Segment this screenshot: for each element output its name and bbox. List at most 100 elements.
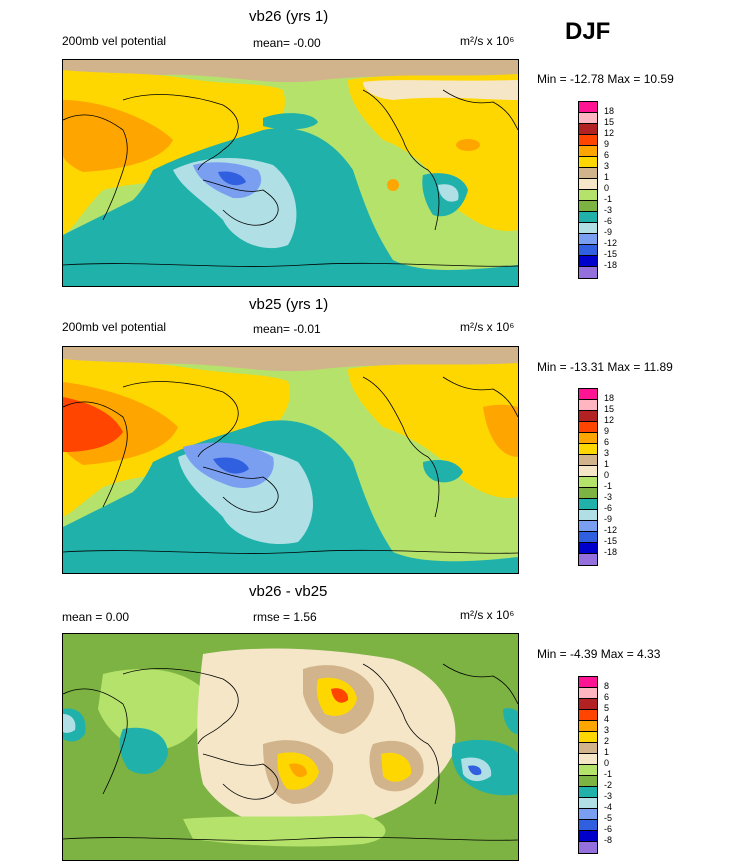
panel2-colorbar-swatches — [578, 388, 598, 566]
panel1-colorbar-swatch — [579, 212, 597, 223]
panel3-colorbar-swatch — [579, 842, 597, 853]
panel1-colorbar-swatch — [579, 157, 597, 168]
panel1-colorbar-swatch — [579, 146, 597, 157]
panel3-colorbar-swatch — [579, 820, 597, 831]
panel3-colorbar-swatch — [579, 776, 597, 787]
panel1-colorbar-swatches — [578, 101, 598, 279]
panel3-left-label: mean = 0.00 — [62, 610, 130, 624]
panel1-colorbar-tick-label: 1 — [604, 172, 610, 182]
panel2-colorbar-swatch — [579, 554, 597, 565]
panel3-colorbar-tick-label: -8 — [604, 835, 613, 845]
panel3-colorbar-tick-label: -5 — [604, 813, 613, 823]
panel1-colorbar-swatch — [579, 102, 597, 113]
panel3-colorbar-swatch — [579, 710, 597, 721]
panel3-colorbar-tick-label: -4 — [604, 802, 613, 812]
panel3-colorbar-tick-label: 0 — [604, 758, 610, 768]
panel1-colorbar-swatch — [579, 201, 597, 212]
panel2-colorbar-ticks: 18 15 12 9 6 3 1 0 -1 -3 -6 -9 -12 -15 -18 — [604, 393, 617, 558]
panel3-colorbar-swatch — [579, 787, 597, 798]
panel2-title: vb25 (yrs 1) — [249, 296, 329, 313]
panel2-colorbar-tick-label: 18 — [604, 393, 615, 403]
panel3-colorbar-swatch — [579, 699, 597, 710]
panel2-colorbar-swatch — [579, 400, 597, 411]
panel2-colorbar-swatch — [579, 444, 597, 455]
panel1-colorbar-tick-label: -6 — [604, 216, 613, 226]
panel3-title: vb26 - vb25 — [249, 583, 328, 600]
panel3-colorbar-tick-label: -6 — [604, 824, 613, 834]
panel3-rmse: rmse = 1.56 — [253, 610, 317, 624]
panel3-colorbar-tick-label: 4 — [604, 714, 610, 724]
panel2-colorbar-tick-label: 0 — [604, 470, 610, 480]
panel2-map — [62, 346, 519, 574]
panel3-colorbar-tick-label: -2 — [604, 780, 613, 790]
panel3-colorbar — [578, 676, 598, 854]
panel2-colorbar-swatch — [579, 521, 597, 532]
panel2-colorbar-tick-label: 6 — [604, 437, 610, 447]
panel2-colorbar-tick-label: 12 — [604, 415, 615, 425]
panel2-colorbar-swatch — [579, 543, 597, 554]
panel2-colorbar-swatch — [579, 488, 597, 499]
panel3-colorbar-swatch — [579, 754, 597, 765]
panel2-colorbar-swatch — [579, 477, 597, 488]
panel1-colorbar-tick-label: -12 — [604, 238, 618, 248]
panel3-minmax: Min = -4.39 Max = 4.33 — [537, 647, 661, 661]
panel2-colorbar-swatch — [579, 510, 597, 521]
panel2-units: m²/s x 10⁶ — [460, 320, 515, 334]
panel3-units: m²/s x 10⁶ — [460, 608, 515, 622]
panel3-colorbar-tick-label: -1 — [604, 769, 613, 779]
panel2-colorbar-tick-label: -12 — [604, 525, 618, 535]
panel1-colorbar-tick-label: -1 — [604, 194, 613, 204]
panel3-colorbar-swatch — [579, 809, 597, 820]
panel1-mean: mean= -0.00 — [253, 36, 321, 50]
panel1-colorbar-swatch — [579, 168, 597, 179]
panel1-colorbar-swatch — [579, 113, 597, 124]
panel1-left-label: 200mb vel potential — [62, 34, 167, 48]
panel1-colorbar-tick-label: -9 — [604, 227, 613, 237]
panel3-map — [62, 633, 519, 861]
panel3-colorbar-swatch — [579, 831, 597, 842]
panel1-units: m²/s x 10⁶ — [460, 34, 515, 48]
panel2-colorbar-tick-label: -18 — [604, 547, 618, 557]
panel2-colorbar — [578, 388, 598, 566]
panel1-colorbar-swatch — [579, 223, 597, 234]
panel2-colorbar-swatch — [579, 455, 597, 466]
panel2-colorbar-swatch — [579, 411, 597, 422]
panel3-colorbar-swatch — [579, 743, 597, 754]
panel3-colorbar-swatch — [579, 677, 597, 688]
panel1-title: vb26 (yrs 1) — [249, 8, 329, 25]
panel1-colorbar-tick-label: 6 — [604, 150, 610, 160]
panel3-colorbar-ticks: 8 6 5 4 3 2 1 0 -1 -2 -3 -4 -5 -6 -8 — [604, 681, 612, 846]
panel1-colorbar-swatch — [579, 256, 597, 267]
panel1-colorbar-tick-label: 9 — [604, 139, 610, 149]
panel2-colorbar-tick-label: 1 — [604, 459, 610, 469]
panel2-colorbar-swatch — [579, 389, 597, 400]
panel1-colorbar-tick-label: -18 — [604, 260, 618, 270]
panel3-colorbar-tick-label: 6 — [604, 692, 610, 702]
panel2-colorbar-tick-label: -9 — [604, 514, 613, 524]
panel1-map — [62, 59, 519, 287]
panel1-colorbar-swatch — [579, 135, 597, 146]
panel3-colorbar-tick-label: -3 — [604, 791, 613, 801]
panel2-left-label: 200mb vel potential — [62, 320, 167, 334]
panel1-colorbar-tick-label: 12 — [604, 128, 615, 138]
panel2-colorbar-swatch — [579, 422, 597, 433]
panel2-colorbar-tick-label: 15 — [604, 404, 615, 414]
panel1-colorbar-swatch — [579, 124, 597, 135]
panel1-colorbar-tick-label: -3 — [604, 205, 613, 215]
panel3-colorbar-tick-label: 3 — [604, 725, 610, 735]
panel1-colorbar-tick-label: 0 — [604, 183, 610, 193]
panel1-colorbar-swatch — [579, 245, 597, 256]
panel3-colorbar-swatch — [579, 688, 597, 699]
season-label: DJF — [565, 18, 611, 45]
panel2-colorbar-tick-label: 3 — [604, 448, 610, 458]
panel2-colorbar-tick-label: 9 — [604, 426, 610, 436]
panel3-colorbar-swatch — [579, 721, 597, 732]
panel2-colorbar-swatch — [579, 532, 597, 543]
panel1-colorbar-tick-label: -15 — [604, 249, 618, 259]
panel1-colorbar-tick-label: 3 — [604, 161, 610, 171]
panel2-colorbar-tick-label: -3 — [604, 492, 613, 502]
panel2-minmax: Min = -13.31 Max = 11.89 — [537, 360, 673, 374]
panel3-colorbar-swatches — [578, 676, 598, 854]
panel3-colorbar-swatch — [579, 732, 597, 743]
panel2-colorbar-swatch — [579, 499, 597, 510]
